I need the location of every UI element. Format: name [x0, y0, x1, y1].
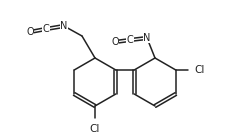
Text: N: N — [143, 33, 151, 43]
Text: O: O — [26, 27, 34, 37]
Text: O: O — [111, 37, 119, 47]
Text: C: C — [43, 24, 49, 34]
Text: Cl: Cl — [90, 124, 100, 134]
Text: C: C — [127, 35, 133, 45]
Text: Cl: Cl — [195, 65, 205, 75]
Text: N: N — [60, 21, 68, 31]
